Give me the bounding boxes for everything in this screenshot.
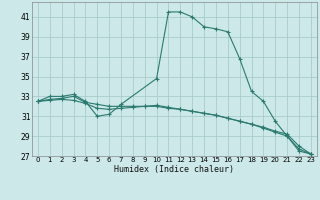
X-axis label: Humidex (Indice chaleur): Humidex (Indice chaleur) (115, 165, 234, 174)
